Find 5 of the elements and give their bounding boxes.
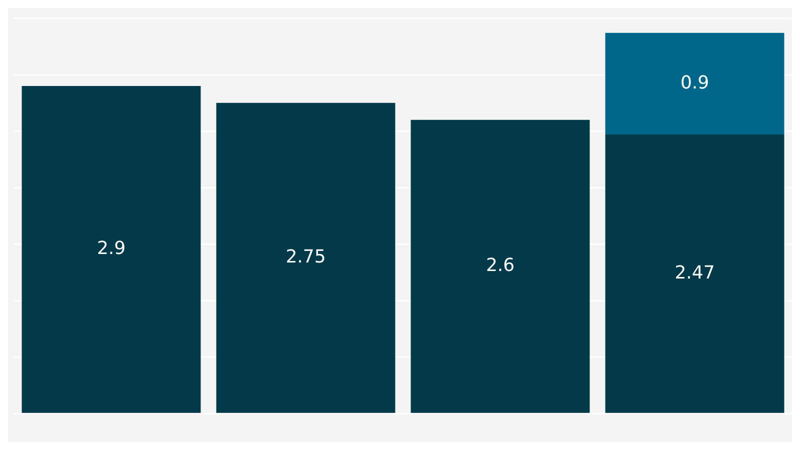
data-label: 2.47 [674,262,715,284]
data-label: 2.9 [96,238,126,260]
data-label: 0.9 [680,72,710,94]
data-label: 2.6 [486,255,515,276]
data-label: 2.75 [286,246,326,268]
